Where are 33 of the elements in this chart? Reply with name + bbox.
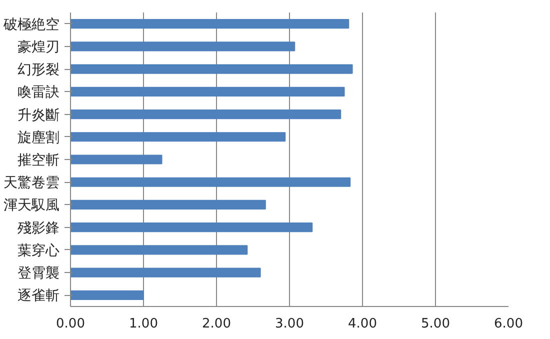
bar (70, 64, 353, 74)
bar (70, 177, 351, 187)
bar (70, 290, 144, 300)
y-tick-label: 葉穿心 (18, 242, 60, 258)
y-tick-label: 摧空斬 (18, 152, 60, 168)
y-tick-label: 旋塵割 (18, 128, 60, 145)
bar (70, 109, 342, 120)
y-tick-label: 破極絶空 (2, 16, 60, 32)
y-tick-label: 殘影鋒 (18, 219, 60, 236)
y-tick-label: 渾天馭風 (4, 196, 60, 213)
x-tick-label: 5.00 (421, 316, 450, 332)
y-tick-label: 喚雷訣 (18, 84, 60, 100)
bar (70, 245, 248, 255)
y-tick-label: 天驚卷雲 (4, 174, 60, 190)
y-tick-label: 幻形裂 (18, 61, 60, 78)
y-tick-label: 豪煌刃 (18, 38, 60, 54)
bar (70, 154, 162, 164)
bar (70, 132, 286, 142)
y-tick-label: 登霄襲 (18, 264, 60, 281)
x-tick-label: 0.00 (56, 316, 85, 332)
x-tick-label: 6.00 (494, 316, 523, 332)
bar (70, 86, 345, 96)
bar (70, 19, 350, 29)
x-tick-label: 4.00 (348, 316, 377, 332)
bar (70, 200, 266, 210)
bar (70, 42, 296, 52)
x-tick-label: 3.00 (275, 316, 304, 332)
bar (70, 268, 261, 278)
bar (70, 222, 313, 232)
x-tick-label: 2.00 (202, 316, 231, 332)
y-tick-label: 逐雀斬 (18, 287, 60, 304)
x-tick-label: 1.00 (129, 316, 158, 332)
y-tick-label: 升炎斷 (18, 106, 60, 122)
